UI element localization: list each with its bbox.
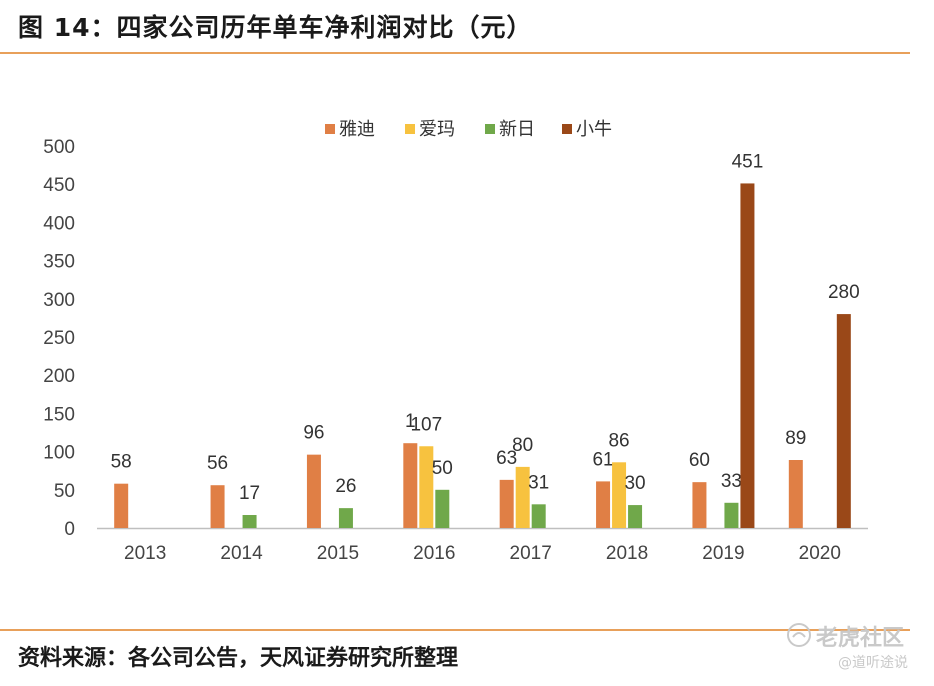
y-tick-label: 200 [43, 366, 75, 387]
bottom-divider [0, 629, 910, 631]
y-tick-label: 300 [43, 290, 75, 311]
y-tick-label: 150 [43, 404, 75, 425]
y-tick-label: 350 [43, 252, 75, 273]
y-tick-label: 250 [43, 328, 75, 349]
data-label: 89 [785, 428, 806, 449]
data-label: 107 [410, 414, 442, 435]
tiger-logo-icon [787, 623, 811, 647]
data-label: 86 [608, 430, 629, 451]
bar-新日-2014 [242, 515, 257, 528]
x-tick-label: 2014 [220, 543, 263, 564]
legend-label: 新日 [499, 119, 535, 140]
y-tick-label: 400 [43, 213, 75, 234]
legend-label: 爱玛 [419, 119, 455, 140]
data-label: 280 [828, 282, 860, 303]
y-tick-label: 500 [43, 137, 75, 158]
bar-新日-2015 [338, 508, 353, 528]
data-label: 1 [405, 411, 416, 432]
y-tick-label: 100 [43, 443, 75, 464]
bar-雅迪-2020 [788, 460, 803, 528]
legend-swatch [405, 124, 415, 134]
data-label: 33 [721, 471, 742, 492]
data-label: 56 [207, 453, 228, 474]
data-label: 63 [496, 448, 517, 469]
data-label: 451 [732, 151, 764, 172]
data-label: 30 [624, 473, 645, 494]
bar-爱玛-2017 [515, 466, 530, 528]
x-tick-label: 2015 [317, 543, 359, 564]
bar-雅迪-2014 [210, 485, 225, 528]
watermark-main: 老虎社区 [816, 626, 905, 651]
chart-title: 图 14：四家公司历年单车净利润对比（元） [18, 13, 533, 42]
y-tick-label: 0 [64, 519, 75, 540]
x-tick-label: 2013 [124, 543, 166, 564]
data-label: 26 [335, 476, 356, 497]
legend-label: 小牛 [576, 119, 612, 140]
data-label: 50 [432, 458, 453, 479]
x-tick-label: 2020 [799, 543, 841, 564]
bar-新日-2019 [724, 502, 739, 528]
legend-swatch [325, 124, 335, 134]
legend-swatch [562, 124, 572, 134]
y-tick-label: 450 [43, 175, 75, 196]
x-tick-label: 2017 [510, 543, 552, 564]
bar-新日-2018 [628, 505, 643, 528]
data-label: 31 [528, 472, 549, 493]
x-tick-label: 2016 [413, 543, 455, 564]
top-divider [0, 52, 910, 54]
bar-新日-2017 [531, 504, 546, 528]
data-label: 80 [512, 435, 533, 456]
bar-爱玛-2016 [419, 446, 434, 528]
watermark: 老虎社区 @道听途说 [786, 618, 926, 678]
bar-新日-2016 [435, 489, 450, 528]
source-note: 资料来源：各公司公告，天风证券研究所整理 [18, 646, 459, 671]
bar-雅迪-2019 [692, 482, 707, 528]
x-tick-label: 2018 [606, 543, 648, 564]
watermark-sub: @道听途说 [838, 655, 908, 671]
legend-swatch [485, 124, 495, 134]
bar-雅迪-2018 [596, 481, 611, 528]
bar-雅迪-2017 [499, 479, 514, 528]
bar-小牛-2019 [740, 183, 755, 528]
bar-爱玛-2018 [612, 462, 627, 528]
bar-雅迪-2015 [306, 454, 321, 528]
legend-label: 雅迪 [339, 119, 375, 140]
data-label: 96 [303, 423, 324, 444]
bar-雅迪-2016 [403, 443, 418, 528]
data-label: 61 [592, 449, 613, 470]
bar-雅迪-2013 [114, 483, 129, 528]
data-label: 60 [689, 450, 710, 471]
data-label: 58 [111, 452, 132, 473]
bar-小牛-2020 [836, 314, 851, 528]
y-tick-label: 50 [54, 481, 75, 502]
data-label: 17 [239, 483, 260, 504]
x-tick-label: 2019 [702, 543, 744, 564]
